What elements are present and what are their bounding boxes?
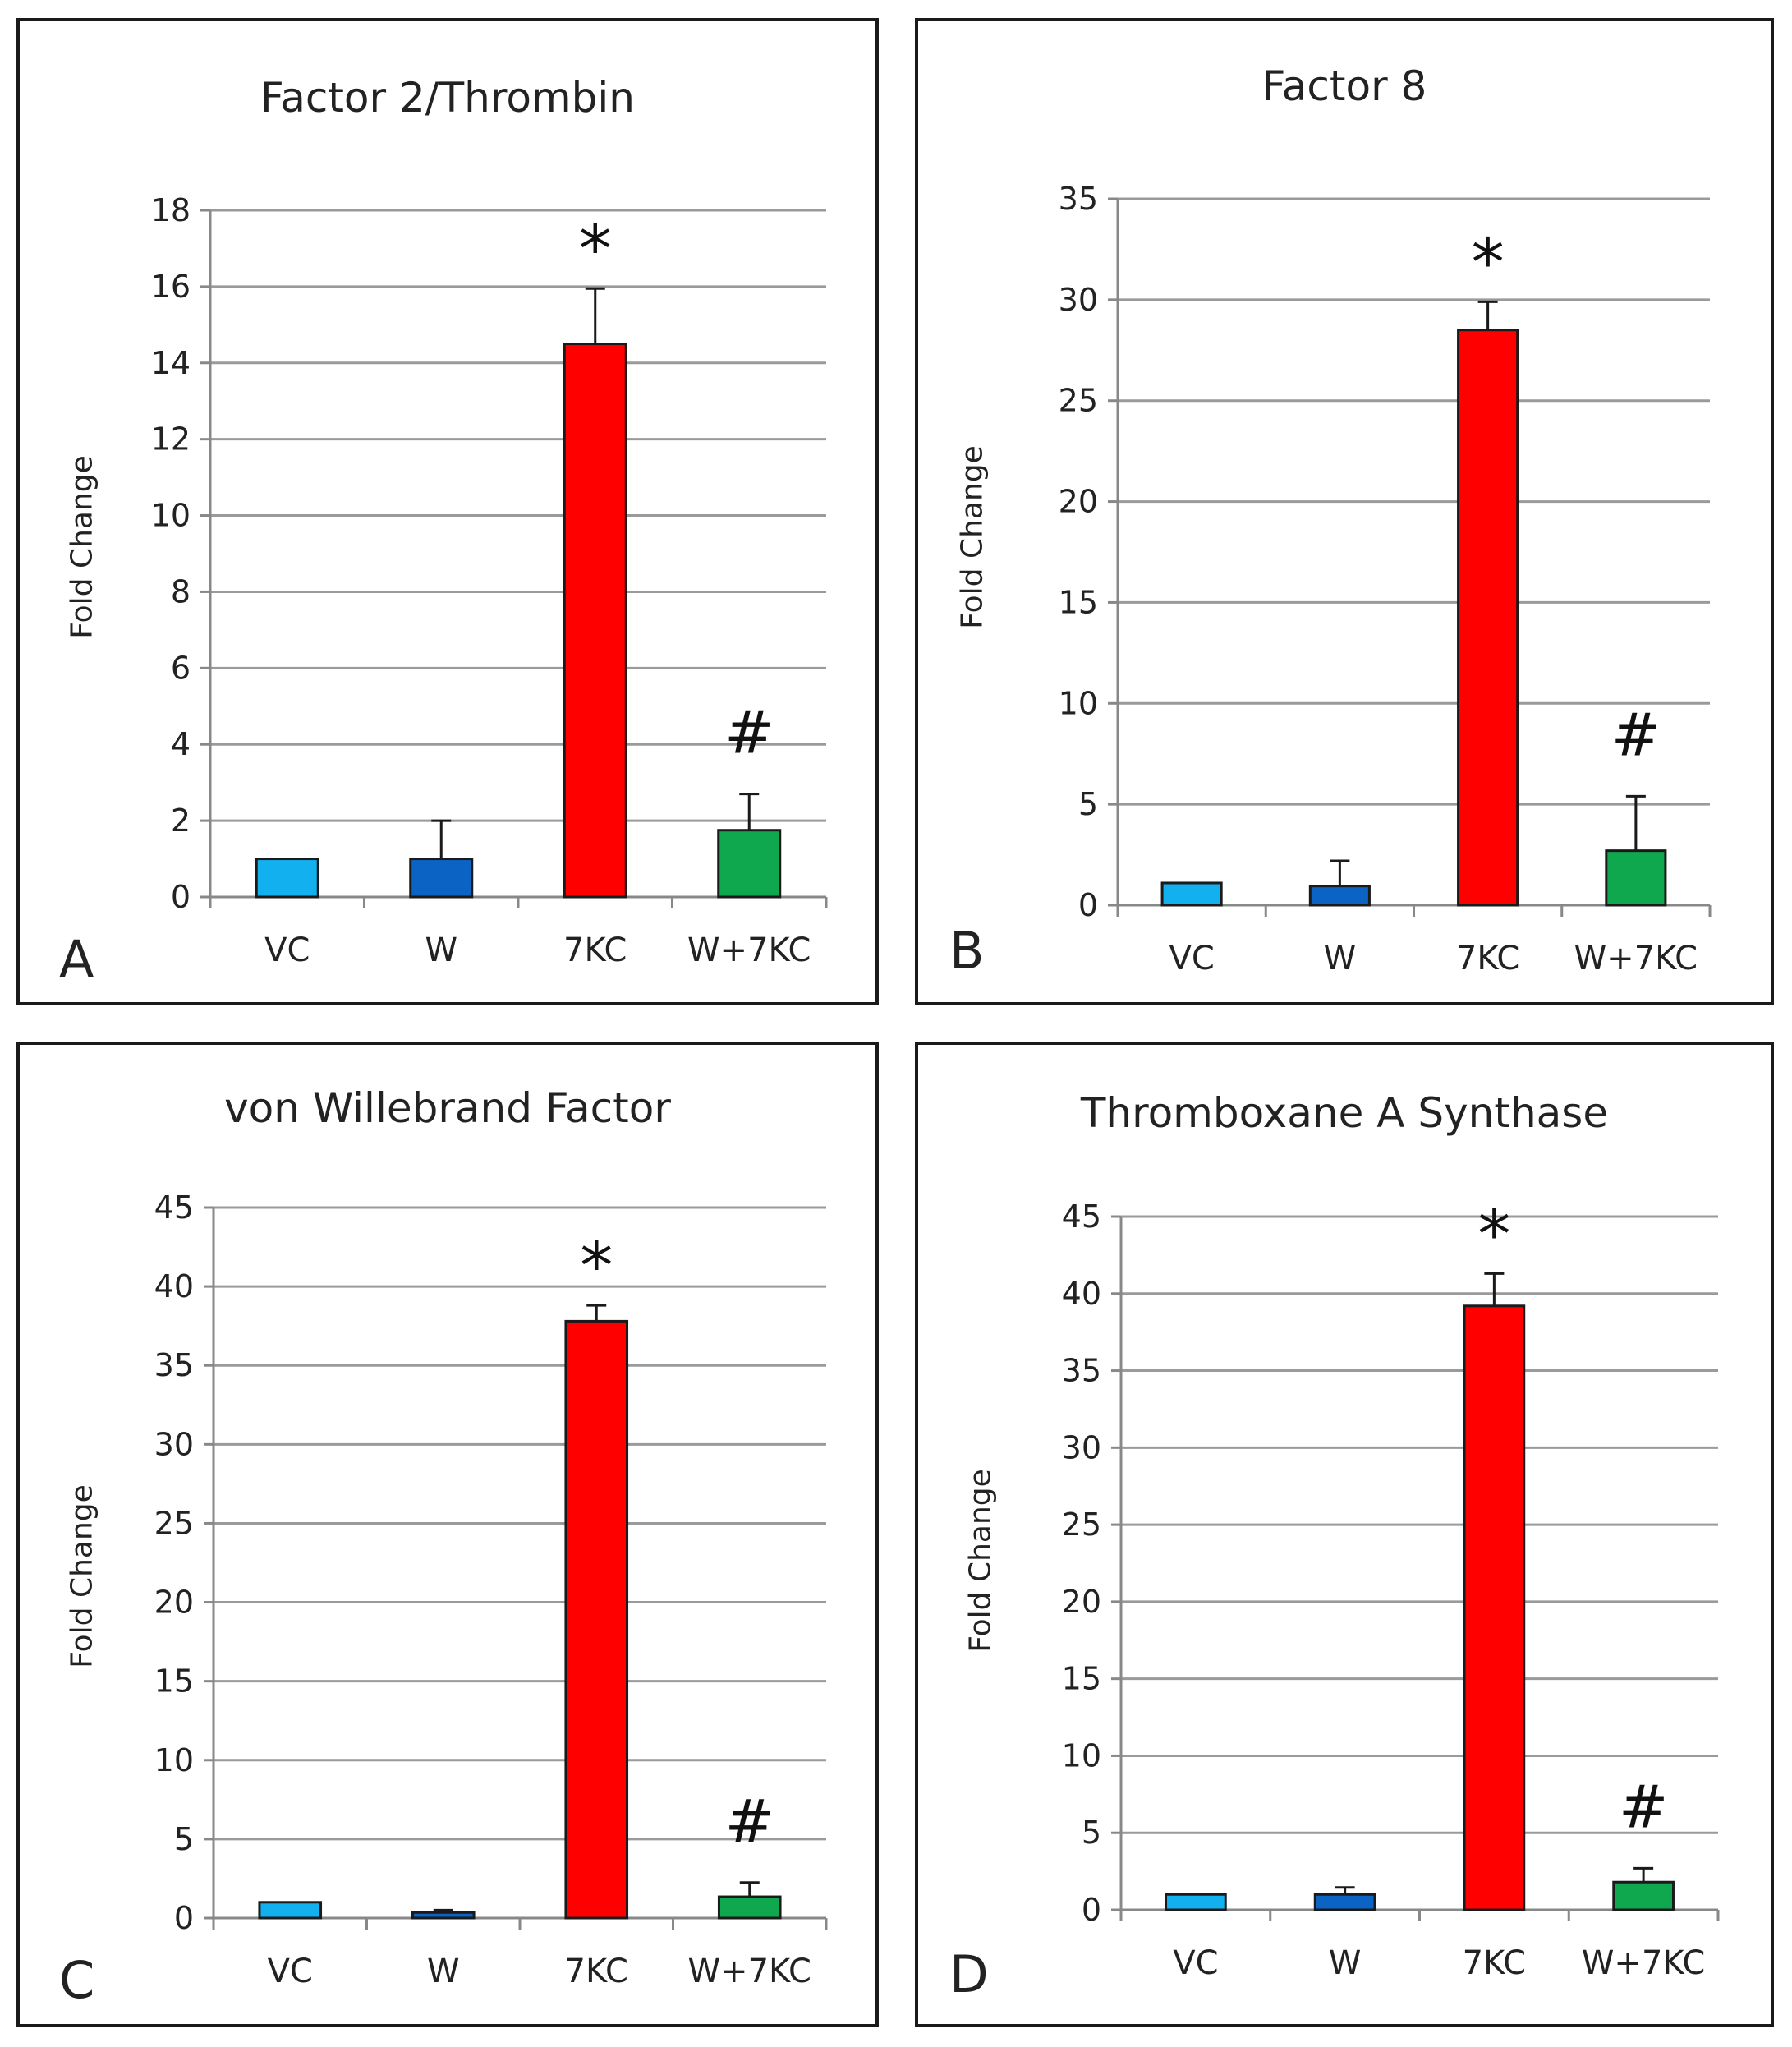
y-tick-label: 5 — [1078, 786, 1098, 822]
panel-label: B — [949, 921, 985, 981]
bar-vc — [255, 858, 319, 899]
bar-7kc — [564, 1319, 629, 1920]
y-tick-label: 20 — [1062, 1584, 1101, 1620]
x-tick-label: W — [425, 932, 457, 969]
bar-7kc — [563, 343, 627, 899]
y-tick-label: 8 — [171, 573, 191, 610]
y-tick-label: 10 — [151, 498, 191, 534]
y-tick-label: 40 — [1062, 1276, 1101, 1312]
chart-title: Factor 8 — [1261, 62, 1427, 110]
y-tick-label: 20 — [154, 1585, 194, 1621]
y-tick-label: 45 — [154, 1189, 194, 1226]
y-tick-label: 40 — [154, 1268, 194, 1304]
bar-w — [1308, 885, 1371, 907]
bar-7kc — [1463, 1304, 1526, 1911]
y-tick-label: 25 — [1062, 1506, 1101, 1543]
panel-label: A — [59, 929, 94, 989]
significance-asterisk: * — [1472, 224, 1505, 301]
bar-vc — [258, 1901, 323, 1920]
significance-asterisk: * — [579, 211, 612, 288]
x-tick-label: 7KC — [565, 1953, 628, 1990]
x-tick-label: VC — [268, 1953, 313, 1990]
y-tick-label: 5 — [1082, 1815, 1101, 1851]
y-tick-label: 0 — [171, 879, 191, 915]
bar-vc — [1160, 881, 1223, 907]
x-tick-label: VC — [264, 932, 310, 969]
y-tick-label: 18 — [151, 192, 191, 228]
bar-w — [1313, 1893, 1376, 1911]
y-tick-label: 5 — [174, 1821, 194, 1857]
panel-b: Factor 8 Fold Change 0 5 10 15 20 25 30 35 VC W 7K… — [915, 18, 1774, 1005]
x-tick-label: W+7KC — [687, 932, 811, 969]
y-tick-label: 12 — [151, 421, 191, 458]
bar-vc — [1165, 1893, 1227, 1911]
x-tick-label: 7KC — [1463, 1944, 1526, 1982]
y-tick-label: 30 — [154, 1426, 194, 1462]
y-tick-label: 16 — [151, 269, 191, 305]
y-tick-label: 15 — [154, 1663, 194, 1700]
y-tick-label: 10 — [154, 1742, 194, 1778]
bar-w-plus-7kc — [717, 829, 782, 899]
panel-label: D — [949, 1944, 989, 2004]
significance-asterisk: * — [580, 1228, 613, 1304]
chart-title: Factor 2/Thrombin — [260, 74, 635, 122]
bar-7kc — [1457, 329, 1519, 907]
x-tick-label: VC — [1173, 1944, 1218, 1982]
chart-title: Thromboxane A Synthase — [1080, 1089, 1609, 1137]
bar-chart: 0 2 4 6 8 10 12 14 16 18 VC W 7KC W+7KC * # — [151, 192, 828, 969]
y-tick-label: 30 — [1059, 282, 1098, 318]
bar-w — [411, 1911, 476, 1920]
significance-hash: # — [724, 698, 774, 767]
y-tick-label: 20 — [1059, 484, 1098, 520]
x-tick-label: W+7KC — [688, 1953, 812, 1990]
y-tick-label: 0 — [1078, 887, 1098, 923]
panel-label: C — [59, 1950, 95, 2010]
y-tick-label: 4 — [171, 726, 191, 762]
y-tick-label: 45 — [1062, 1198, 1101, 1235]
y-tick-label: 15 — [1062, 1661, 1101, 1697]
y-tick-label: 6 — [171, 650, 191, 686]
panel-d: Thromboxane A Synthase Fold Change 0 5 10 1… — [915, 1042, 1774, 2027]
x-tick-label: 7KC — [563, 932, 627, 969]
significance-hash: # — [1611, 700, 1661, 769]
y-tick-label: 14 — [151, 345, 191, 381]
y-tick-label: 0 — [174, 1900, 194, 1936]
x-tick-label: 7KC — [1456, 940, 1519, 978]
panel-c: von Willebrand Factor Fold Change 0 5 10 15… — [16, 1042, 879, 2027]
y-tick-label: 10 — [1062, 1737, 1101, 1773]
x-tick-label: VC — [1169, 940, 1214, 978]
y-tick-label: 15 — [1059, 584, 1098, 620]
significance-hash: # — [1619, 1772, 1668, 1841]
x-tick-label: W — [427, 1953, 460, 1990]
y-tick-label: 25 — [154, 1505, 194, 1541]
x-tick-label: W+7KC — [1574, 940, 1698, 978]
y-tick-label: 35 — [154, 1347, 194, 1383]
y-tick-label: 0 — [1082, 1892, 1101, 1928]
bar-chart: 0 5 10 15 20 25 30 35 40 45 VC W 7KC W+7KC * # — [154, 1189, 828, 1990]
x-tick-label: W+7KC — [1582, 1944, 1706, 1982]
bar-w-plus-7kc — [717, 1895, 782, 1920]
bar-chart: 0 5 10 15 20 25 30 35 40 45 VC W 7KC W+7KC * # — [1062, 1196, 1720, 1982]
y-tick-label: 35 — [1062, 1353, 1101, 1389]
y-tick-label: 10 — [1059, 685, 1098, 721]
y-tick-label: 25 — [1059, 383, 1098, 419]
y-tick-label: 35 — [1059, 181, 1098, 217]
bar-chart: 0 5 10 15 20 25 30 35 VC W 7KC W+7KC * # — [1059, 181, 1712, 978]
significance-asterisk: * — [1477, 1196, 1510, 1272]
bar-w-plus-7kc — [1605, 849, 1667, 907]
y-tick-label: 2 — [171, 803, 191, 839]
chart-title: von Willebrand Factor — [224, 1084, 671, 1132]
significance-hash: # — [725, 1787, 774, 1856]
bar-w-plus-7kc — [1612, 1880, 1675, 1911]
panel-a: Factor 2/Thrombin Fold Change 0 2 4 6 8 10 12 1… — [16, 18, 879, 1005]
x-tick-label: W — [1329, 1944, 1362, 1982]
bar-w — [409, 858, 474, 899]
y-tick-label: 30 — [1062, 1429, 1101, 1465]
x-tick-label: W — [1324, 940, 1357, 978]
